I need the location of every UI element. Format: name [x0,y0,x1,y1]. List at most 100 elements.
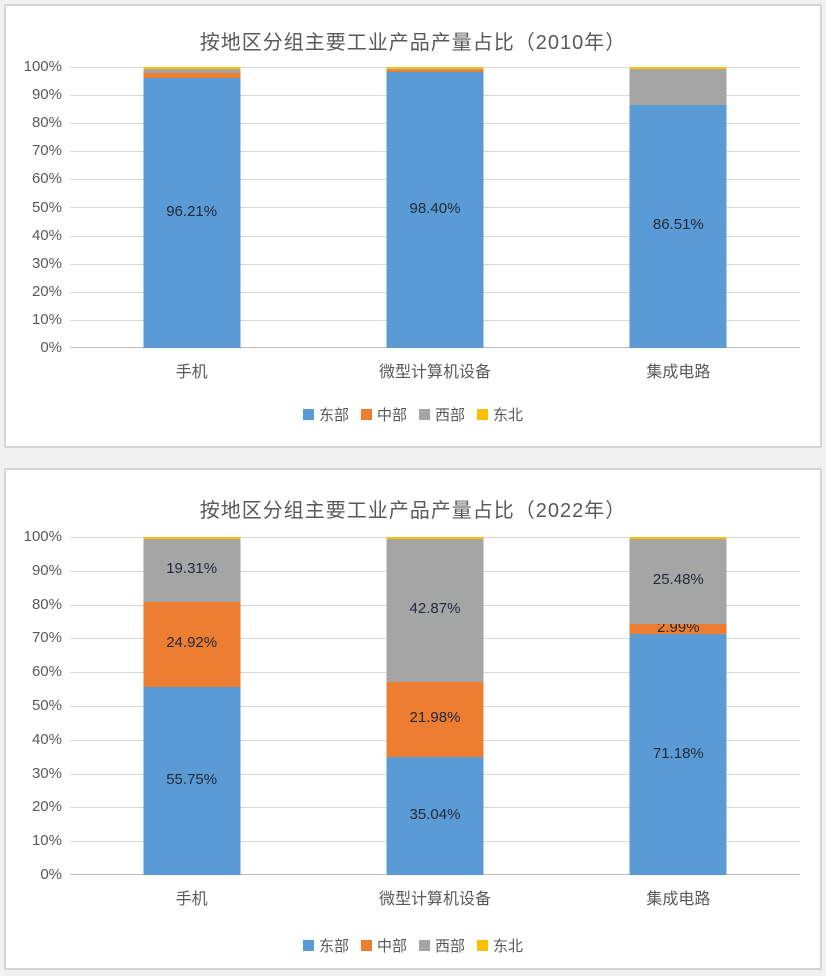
data-label: 86.51% [652,216,704,234]
category-slot: 86.51% [557,67,800,348]
stacked-bar: 96.21% [143,67,241,348]
category-slot: 96.21% [70,67,313,348]
bar-segment-east: 71.18% [629,634,727,875]
y-tick-label: 30% [31,254,62,272]
stacked-bar-chart-2010: 0% 10% 20% 30% 40% 50% 60% 70% 80% 90% 100% 96.21% 9… [6,58,820,425]
y-tick-label: 70% [31,629,62,647]
bar-segment-northeast [629,67,727,69]
y-tick-label: 40% [31,730,62,748]
data-label: 25.48% [652,571,704,589]
bar-segment-east: 96.21% [143,77,241,348]
plot-area: 55.75% 24.92% 19.31% 35.04% 21.98% 42.87% 71.1… [70,537,800,875]
stacked-bar: 98.40% [386,67,484,348]
data-label: 98.40% [409,199,461,217]
legend: 东部 中部 西部 东北 [6,935,820,956]
bar-segment-northeast [143,67,241,69]
category-label: 手机 [175,891,208,908]
bar-segment-east: 35.04% [386,756,484,875]
legend-item-west: 西部 [419,935,465,956]
legend-item-central: 中部 [360,404,407,425]
chart-grid: 0% 10% 20% 30% 40% 50% 60% 70% 80% 90% 100% 55.75% 2… [6,528,820,909]
chart-panel-2022: 按地区分组主要工业产品产量占比（2022年） 0% 10% 20% 30% 40% 50%… [4,468,822,970]
legend-swatch-west-icon [419,940,430,951]
stacked-bar: 86.51% [629,67,727,348]
data-label: 71.18% [652,744,704,762]
bar-segment-central: 2.99% [629,619,727,636]
legend-item-west: 西部 [419,404,465,425]
data-label: 96.21% [166,202,218,220]
legend-label: 东北 [493,938,524,955]
legend-swatch-east-icon [302,409,314,420]
legend-label: 西部 [435,407,466,424]
category-label: 集成电路 [646,891,711,908]
legend-label: 中部 [376,938,407,955]
stacked-bar: 35.04% 21.98% 42.87% [386,537,484,875]
y-tick-label: 0% [40,866,62,883]
y-tick-label: 60% [31,170,62,188]
bar-segment-east: 86.51% [629,104,727,348]
y-tick-label: 60% [31,663,62,681]
legend-swatch-central-icon [360,940,372,951]
data-label: 24.92% [166,634,218,652]
chart-grid: 0% 10% 20% 30% 40% 50% 60% 70% 80% 90% 100% 96.21% 9… [6,58,820,382]
data-label: 19.31% [166,559,218,577]
legend-item-central: 中部 [360,935,407,956]
bar-segment-west: 42.87% [386,537,484,683]
stacked-bar: 55.75% 24.92% 19.31% [143,537,241,875]
category-slot: 71.18% 2.99% 25.48% [557,537,800,875]
y-tick-label: 50% [31,198,62,216]
y-tick-label: 100% [23,528,62,545]
category-label: 手机 [175,364,208,381]
y-tick-label: 90% [31,561,62,579]
chart-panel-2010: 按地区分组主要工业产品产量占比（2010年） 0% 10% 20% 30% 40% 50%… [4,4,822,448]
y-tick-label: 80% [31,114,62,132]
legend-label: 东部 [318,938,349,955]
bar-segment-northeast [386,67,484,69]
bars-region: 96.21% 98.40% 86.51% [70,67,800,348]
legend-swatch-northeast-icon [477,940,489,951]
y-tick-label: 100% [23,58,62,75]
data-label: 35.04% [409,805,461,823]
y-tick-label: 50% [31,697,62,714]
bar-segment-west: 19.31% [143,537,241,603]
category-label: 微型计算机设备 [378,364,491,381]
y-axis: 0% 10% 20% 30% 40% 50% 60% 70% 80% 90% 100% [6,528,70,883]
y-tick-label: 70% [31,142,62,160]
data-label: 42.87% [409,599,461,617]
category-slot: 98.40% [313,67,556,348]
bar-segment-central: 21.98% [386,682,484,757]
chart-title-2010: 按地区分组主要工业产品产量占比（2010年） [199,32,627,54]
plot-area: 96.21% 98.40% 86.51% [70,67,800,348]
bar-segment-east: 98.40% [386,71,484,348]
y-tick-label: 20% [31,798,62,816]
category-label: 集成电路 [646,364,711,381]
legend-swatch-northeast-icon [477,409,489,420]
x-axis-labels: 手机 微型计算机设备 集成电路 [70,885,800,909]
legend-label: 西部 [435,938,466,955]
bar-segment-west: 25.48% [629,538,727,625]
bar-segment-northeast [386,537,484,539]
legend-label: 东北 [493,407,524,424]
bar-segment-west [629,68,727,105]
chart-title-2022: 按地区分组主要工业产品产量占比（2022年） [199,500,627,522]
bar-segment-northeast [629,537,727,539]
y-tick-label: 30% [31,764,62,782]
legend-label: 东部 [318,407,349,424]
bar-segment-central [143,72,241,78]
legend-swatch-east-icon [302,940,314,951]
data-label: 55.75% [166,770,218,788]
legend-item-northeast: 东北 [477,404,523,425]
stacked-bar: 71.18% 2.99% 25.48% [629,537,727,875]
legend-swatch-central-icon [360,409,372,420]
legend-label: 中部 [376,407,407,424]
stacked-bar-chart-2022: 0% 10% 20% 30% 40% 50% 60% 70% 80% 90% 100% 55.75% 2… [6,528,820,956]
category-label: 微型计算机设备 [378,891,491,908]
legend: 东部 中部 西部 东北 [6,404,820,425]
y-axis: 0% 10% 20% 30% 40% 50% 60% 70% 80% 90% 100% [6,58,70,356]
category-slot: 35.04% 21.98% 42.87% [313,537,556,875]
y-tick-label: 10% [31,310,62,328]
legend-swatch-west-icon [419,409,430,420]
data-label: 21.98% [409,709,461,727]
bar-segment-east: 55.75% [143,686,241,875]
